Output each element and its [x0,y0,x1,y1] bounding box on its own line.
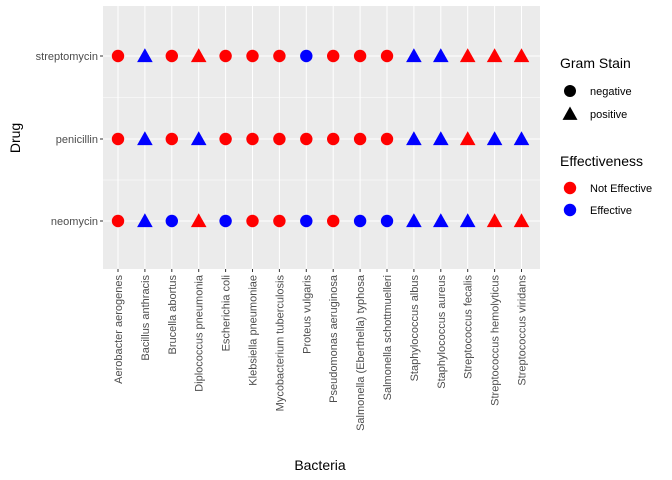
y-axis-title: Drug [7,123,23,153]
point-streptomycin-klebsiella-pneumoniae [246,49,259,63]
point-penicillin-diplococcus-pneumonia [190,131,207,146]
data-points [111,48,530,228]
legend-key-negative [564,85,576,97]
point-streptomycin-salmonella-eberthella-typhosa [353,49,367,63]
point-streptomycin-proteus-vulgaris [300,49,313,63]
point-neomycin-salmonella-schottmuelleri [380,214,394,228]
x-tick-label-escherichia-coli: Escherichia coli [221,275,233,351]
point-neomycin-klebsiella-pneumoniae [246,214,259,228]
point-penicillin-salmonella-schottmuelleri [380,132,394,146]
point-penicillin-escherichia-coli [219,132,232,146]
x-tick-label-aerobacter-aerogenes: Aerobacter aerogenes [113,275,125,384]
point-penicillin-staphylococcus-aureus [433,131,449,146]
point-streptomycin-staphylococcus-aureus [433,48,449,63]
point-neomycin-streptococcus-fecalis [459,213,476,228]
x-tick-label-klebsiella-pneumoniae: Klebsiella pneumoniae [248,275,260,386]
point-streptomycin-bacillus-anthracis [137,48,153,63]
y-tick-label-penicillin: penicillin [56,134,98,146]
point-penicillin-streptococcus-viridans [513,131,530,146]
point-neomycin-streptococcus-hemolyticus [486,213,503,228]
point-penicillin-proteus-vulgaris [300,132,313,146]
point-penicillin-streptococcus-fecalis [459,131,476,146]
x-tick-label-mycobacterium-tuberculosis: Mycobacterium tuberculosis [274,275,286,412]
point-neomycin-bacillus-anthracis [137,213,153,228]
point-neomycin-proteus-vulgaris [300,214,313,228]
legend-key-effective [563,203,577,217]
legend-key-positive [562,106,578,120]
point-streptomycin-streptococcus-fecalis [459,48,476,63]
point-streptomycin-aerobacter-aerogenes [111,49,125,63]
point-streptomycin-diplococcus-pneumonia [190,48,207,63]
legend-label-negative: negative [590,86,632,98]
legend-label-not-effective: Not Effective [590,183,652,195]
y-axis: neomycin penicillin streptomycin [36,51,103,228]
point-penicillin-aerobacter-aerogenes [111,132,125,146]
point-penicillin-salmonella-eberthella-typhosa [353,132,367,146]
point-neomycin-mycobacterium-tuberculosis [273,214,286,228]
point-neomycin-diplococcus-pneumonia [190,213,207,228]
point-streptomycin-mycobacterium-tuberculosis [273,49,286,63]
x-tick-label-proteus-vulgaris: Proteus vulgaris [301,275,313,354]
point-neomycin-pseudomonas-aeruginosa [327,214,340,228]
point-neomycin-escherichia-coli [219,214,232,228]
x-tick-label-streptococcus-fecalis: Streptococcus fecalis [463,275,475,379]
point-penicillin-brucella-abortus [165,132,178,146]
legend-title-effectiveness: Effectiveness [560,153,643,169]
legend-key-not-effective [563,181,577,195]
x-tick-label-brucella-abortus: Brucella abortus [167,275,179,355]
point-streptomycin-salmonella-schottmuelleri [380,49,394,63]
legend-label-positive: positive [590,109,627,121]
y-tick-label-neomycin: neomycin [51,216,98,228]
legend-title-gram-stain: Gram Stain [560,55,631,71]
point-streptomycin-escherichia-coli [219,49,232,63]
legend: Gram Stain negative positive Effectiveness N… [560,55,652,217]
y-tick-label-streptomycin: streptomycin [36,51,98,63]
x-tick-label-pseudomonas-aeruginosa: Pseudomonas aeruginosa [328,274,340,403]
point-neomycin-brucella-abortus [165,214,178,228]
x-axis: Aerobacter aerogenes Bacillus anthracis Br… [113,269,529,431]
point-streptomycin-staphylococcus-albus [406,48,422,63]
x-tick-label-diplococcus-pneumonia: Diplococcus pneumonia [194,274,206,392]
point-neomycin-salmonella-eberthella-typhosa [353,214,367,228]
point-streptomycin-pseudomonas-aeruginosa [327,49,340,63]
point-penicillin-pseudomonas-aeruginosa [327,132,340,146]
point-streptomycin-streptococcus-hemolyticus [486,48,503,63]
point-penicillin-klebsiella-pneumoniae [246,132,259,146]
x-tick-label-bacillus-anthracis: Bacillus anthracis [140,275,152,361]
x-tick-label-streptococcus-hemolyticus: Streptococcus hemolyticus [490,275,502,406]
point-penicillin-staphylococcus-albus [406,131,422,146]
point-penicillin-mycobacterium-tuberculosis [273,132,286,146]
point-penicillin-streptococcus-hemolyticus [486,131,503,146]
point-streptomycin-streptococcus-viridans [513,48,530,63]
x-tick-label-streptococcus-viridans: Streptococcus viridans [517,275,529,386]
point-neomycin-streptococcus-viridans [513,213,530,228]
x-tick-label-salmonella-schottmuelleri: Salmonella schottmuelleri [382,275,394,400]
x-axis-title: Bacteria [294,457,346,473]
x-tick-label-staphylococcus-aureus: Staphylococcus aureus [436,275,448,389]
point-neomycin-aerobacter-aerogenes [111,214,125,228]
point-neomycin-staphylococcus-albus [406,213,422,228]
legend-label-effective: Effective [590,205,632,217]
point-penicillin-bacillus-anthracis [137,131,153,146]
point-streptomycin-brucella-abortus [165,49,178,63]
point-neomycin-staphylococcus-aureus [433,213,449,228]
x-tick-label-salmonella-eberthella-typhosa: Salmonella (Eberthella) typhosa [355,274,367,431]
x-tick-label-staphylococcus-albus: Staphylococcus albus [409,275,421,382]
